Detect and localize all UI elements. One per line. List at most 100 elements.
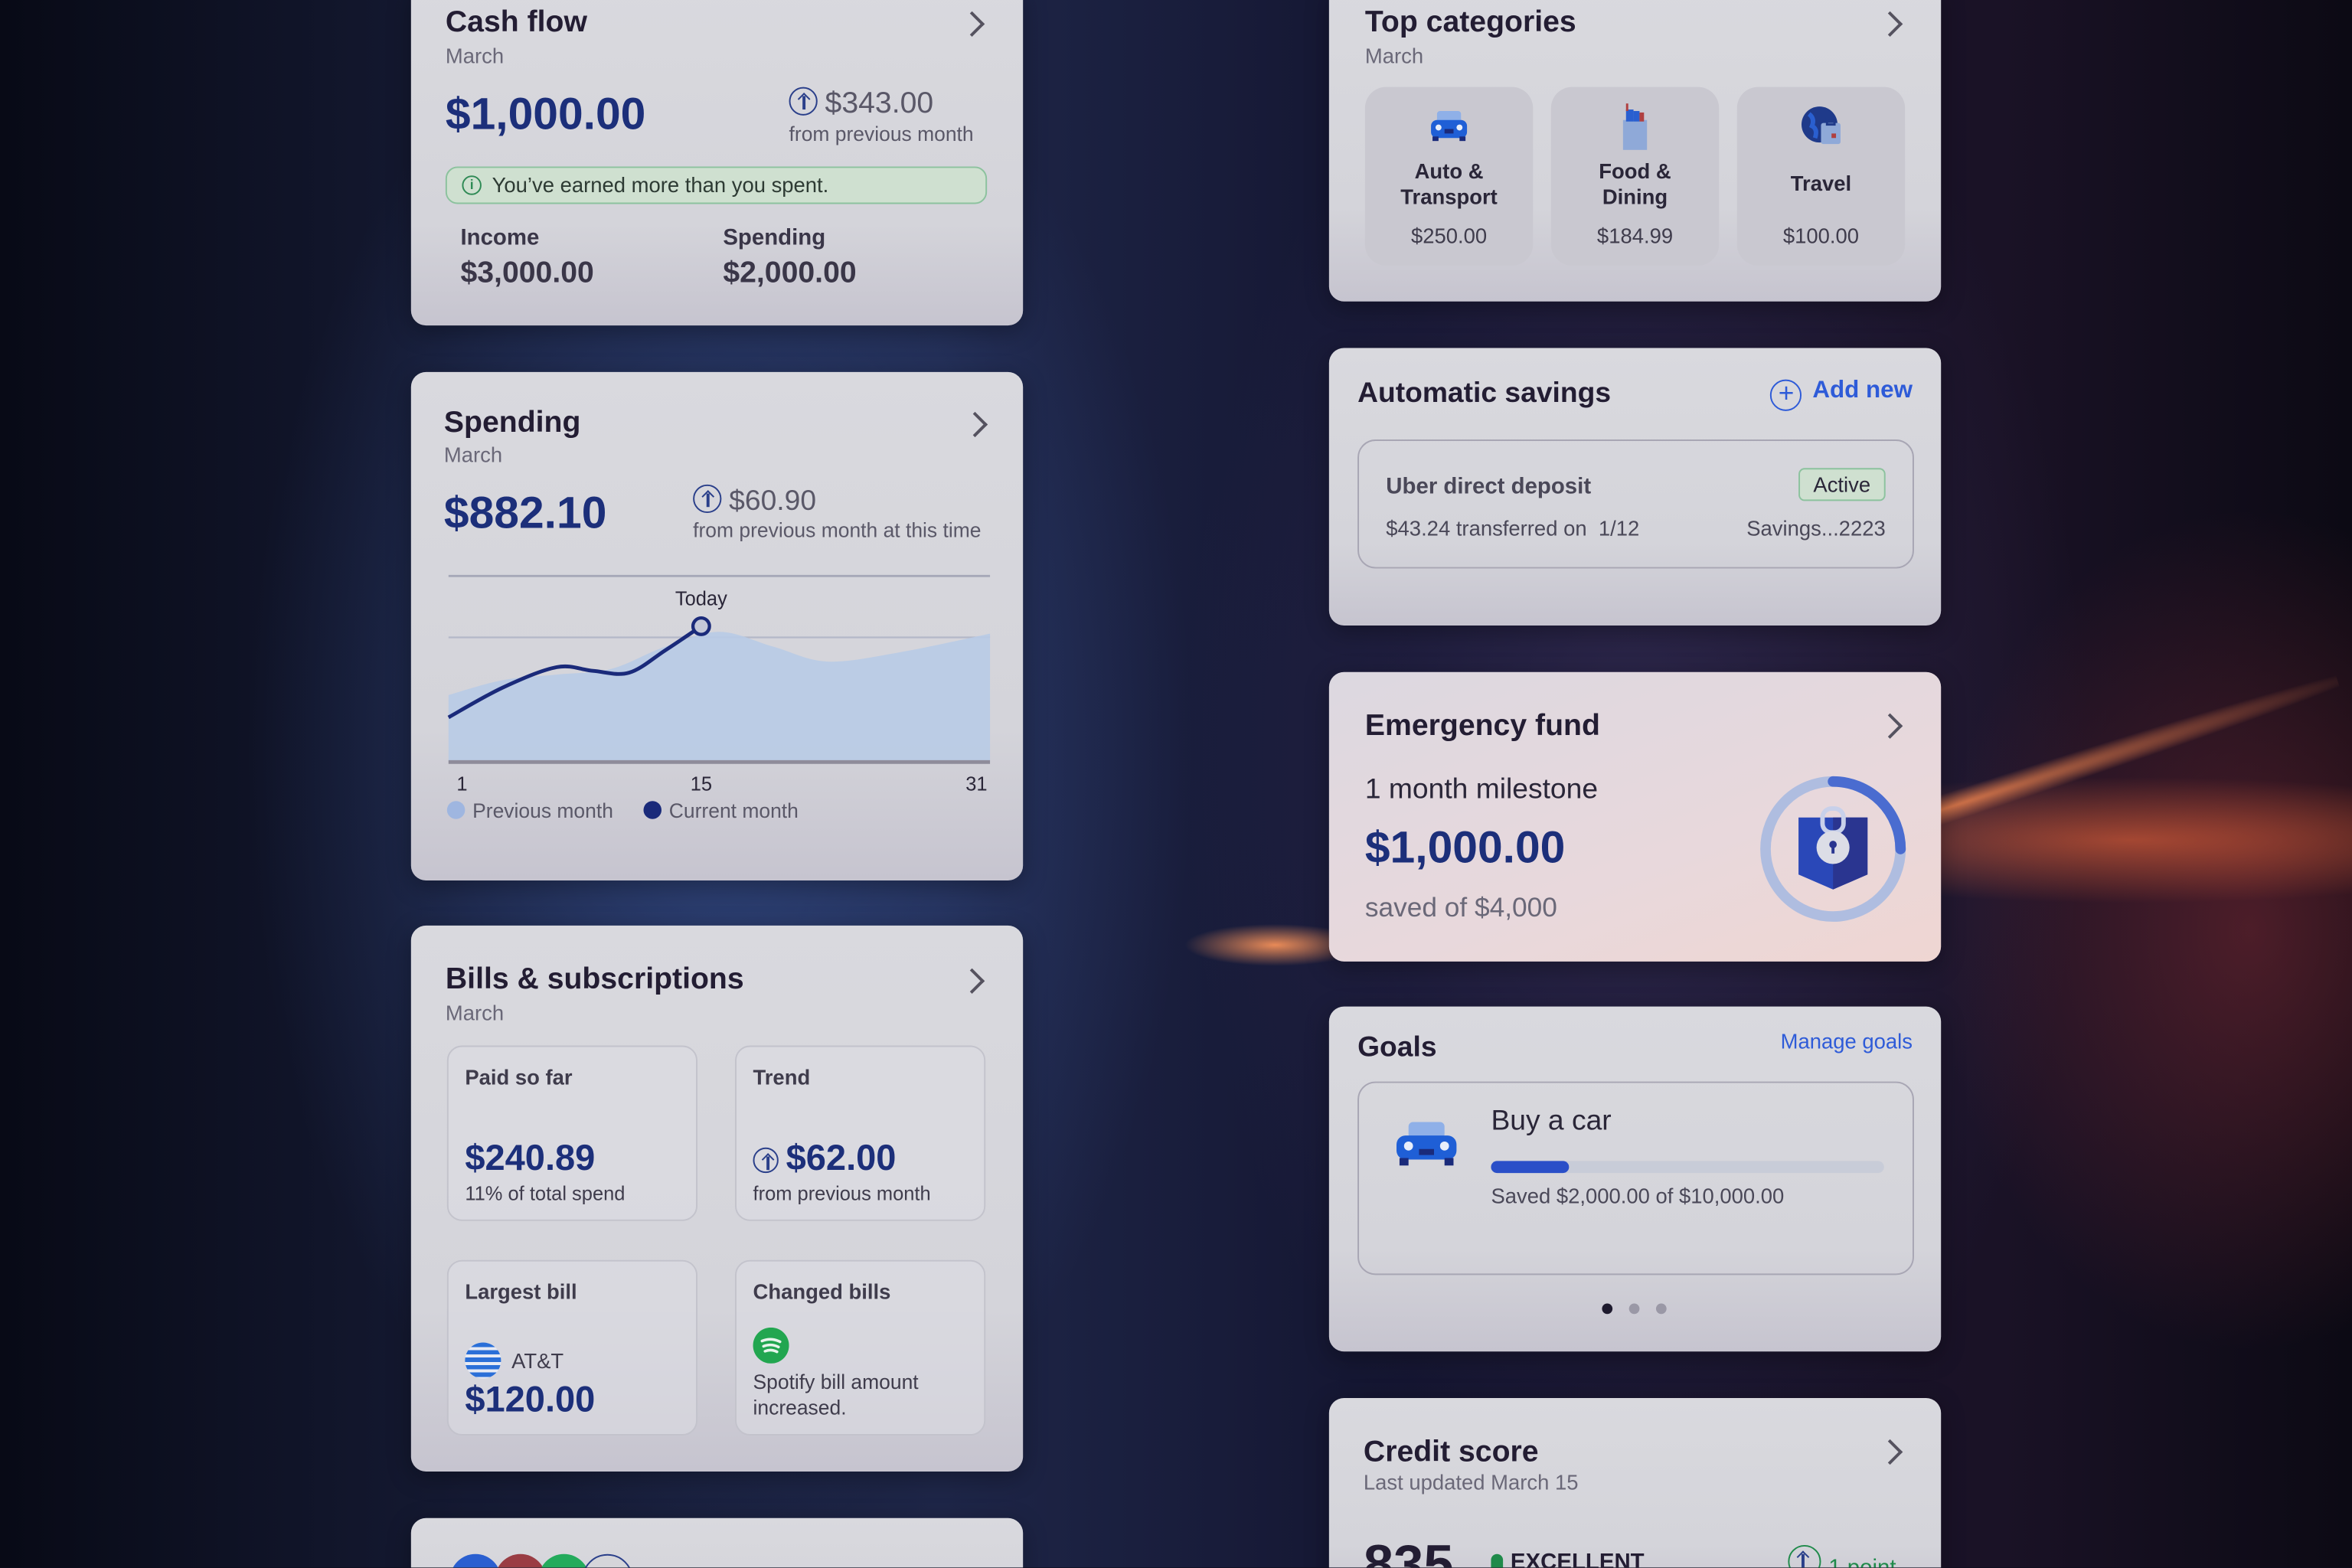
goal-progress-fill	[1491, 1161, 1570, 1174]
trend-value: $62.00	[786, 1138, 897, 1179]
goal-item[interactable]: Buy a car Saved $2,000.00 of $10,000.00	[1357, 1081, 1914, 1276]
changed-text: Spotify bill amount	[753, 1370, 919, 1394]
legend-label: Previous month	[472, 799, 613, 822]
arrow-up-circle-icon	[693, 484, 722, 514]
change-value: $343.00	[825, 87, 934, 120]
spending-amount: $882.10	[443, 488, 607, 539]
arrow-up-circle-icon	[789, 87, 818, 116]
card-title: Bills & subscriptions	[445, 962, 744, 996]
last-updated: Last updated March 15	[1363, 1470, 1579, 1494]
credit-score-value: 835	[1363, 1533, 1454, 1568]
att-logo-icon	[465, 1342, 501, 1379]
chevron-right-icon[interactable]	[1877, 1439, 1903, 1465]
top-categories-card[interactable]: Top categories March Auto & Transport $2…	[1328, 0, 1942, 302]
info-icon: i	[462, 175, 482, 195]
spending-card[interactable]: Spending March $882.10 $60.90 from previ…	[410, 371, 1024, 881]
rule-detail: $43.24 transferred on 1/12	[1386, 515, 1640, 541]
tile-value: $62.00	[753, 1138, 897, 1181]
category-name: Dining	[1602, 184, 1668, 209]
savings-rule-item[interactable]: Uber direct deposit Active $43.24 transf…	[1357, 439, 1914, 569]
legend-previous: Previous month	[446, 799, 613, 822]
net-amount: $1,000.00	[445, 90, 646, 140]
card-title: Spending	[443, 406, 581, 440]
chevron-right-icon[interactable]	[1877, 11, 1903, 37]
car-icon	[1396, 1122, 1457, 1166]
car-icon	[1431, 110, 1468, 142]
legend-swatch	[643, 801, 662, 819]
change-amount: $343.00	[789, 87, 934, 122]
largest-bill-tile[interactable]: Largest bill AT&T $120.00	[446, 1259, 698, 1436]
today-label: Today	[675, 588, 727, 609]
banner-text: You’ve earned more than you spent.	[492, 172, 829, 197]
merchant-name: AT&T	[511, 1348, 564, 1373]
spending-chart: Today 1 15 31	[447, 574, 991, 795]
accounts-card[interactable]	[410, 1517, 1024, 1568]
tile-value: $240.89	[465, 1138, 596, 1179]
status-badge: Active	[1798, 468, 1886, 501]
category-name: Food &	[1599, 158, 1671, 184]
tile-label: Paid so far	[465, 1065, 573, 1089]
change-label: from previous month	[789, 122, 974, 146]
legend-current: Current month	[643, 799, 799, 822]
card-period: March	[1364, 43, 1424, 68]
rating-indicator	[1491, 1553, 1504, 1568]
bank-logo-icon	[582, 1553, 633, 1568]
goal-progress-bar	[1491, 1161, 1884, 1174]
tile-value: $120.00	[465, 1380, 596, 1421]
credit-rating: EXCELLENT	[1510, 1549, 1645, 1568]
lock-shield-icon	[1798, 806, 1868, 890]
emergency-fund-card[interactable]: Emergency fund 1 month milestone $1,000.…	[1328, 671, 1942, 962]
score-change-value: 1 point	[1828, 1556, 1896, 1568]
chevron-right-icon[interactable]	[1877, 713, 1903, 739]
paid-so-far-tile[interactable]: Paid so far $240.89 11% of total spend	[446, 1045, 698, 1221]
x-tick-label: 15	[691, 773, 712, 795]
category-name: Transport	[1400, 184, 1498, 209]
pager-dot[interactable]	[1655, 1303, 1667, 1315]
goals-card: Goals Manage goals Buy a car Saved $2,00…	[1328, 1006, 1942, 1352]
category-amount: $100.00	[1782, 223, 1860, 248]
bank-logo-icon	[495, 1553, 547, 1568]
card-period: March	[445, 43, 505, 68]
x-tick-label: 1	[456, 773, 467, 795]
bills-card[interactable]: Bills & subscriptions March Paid so far …	[410, 925, 1024, 1472]
add-new-label: Add new	[1812, 377, 1913, 404]
pager-dot-active[interactable]	[1602, 1303, 1613, 1315]
arrow-up-circle-icon	[753, 1147, 779, 1174]
category-food-dining[interactable]: Food & Dining $184.99	[1550, 87, 1720, 266]
ring-progress	[1760, 776, 1906, 922]
goal-label: saved of $4,000	[1364, 892, 1557, 923]
category-travel[interactable]: Travel $100.00	[1736, 87, 1906, 266]
change-label: from previous month at this time	[693, 518, 982, 542]
spotify-logo-icon	[753, 1327, 789, 1364]
tile-label: Changed bills	[753, 1279, 891, 1304]
credit-score-card[interactable]: Credit score Last updated March 15 835 E…	[1328, 1397, 1942, 1568]
cash-flow-card[interactable]: Cash flow March $1,000.00 $343.00 from p…	[410, 0, 1024, 326]
chevron-right-icon[interactable]	[959, 968, 985, 994]
income-label: Income	[460, 224, 540, 251]
card-title: Goals	[1357, 1031, 1437, 1064]
tile-sub: 11% of total spend	[465, 1181, 626, 1205]
pager-dot[interactable]	[1628, 1303, 1640, 1315]
manage-goals-link[interactable]: Manage goals	[1780, 1029, 1913, 1054]
add-new-button[interactable]: + Add new	[1770, 377, 1913, 411]
legend-label: Current month	[668, 799, 799, 822]
changed-text: increased.	[753, 1396, 847, 1419]
goal-detail: Saved $2,000.00 of $10,000.00	[1491, 1183, 1785, 1208]
card-title: Cash flow	[445, 5, 587, 39]
trend-tile[interactable]: Trend $62.00 from previous month	[735, 1045, 986, 1221]
change-amount: $60.90	[693, 484, 816, 519]
milestone-label: 1 month milestone	[1364, 773, 1599, 806]
x-tick-label: 31	[965, 773, 987, 795]
previous-month-area	[448, 632, 991, 763]
chevron-right-icon[interactable]	[959, 11, 985, 37]
rule-name: Uber direct deposit	[1386, 474, 1592, 500]
tile-label: Trend	[753, 1065, 811, 1089]
card-period: March	[443, 442, 503, 467]
category-auto-transport[interactable]: Auto & Transport $250.00	[1364, 87, 1534, 266]
today-marker	[691, 616, 711, 636]
changed-bills-tile[interactable]: Changed bills Spotify bill amount increa…	[735, 1259, 986, 1436]
chevron-right-icon[interactable]	[962, 411, 988, 438]
current-month-line	[447, 624, 703, 720]
saved-amount: $1,000.00	[1364, 823, 1566, 874]
